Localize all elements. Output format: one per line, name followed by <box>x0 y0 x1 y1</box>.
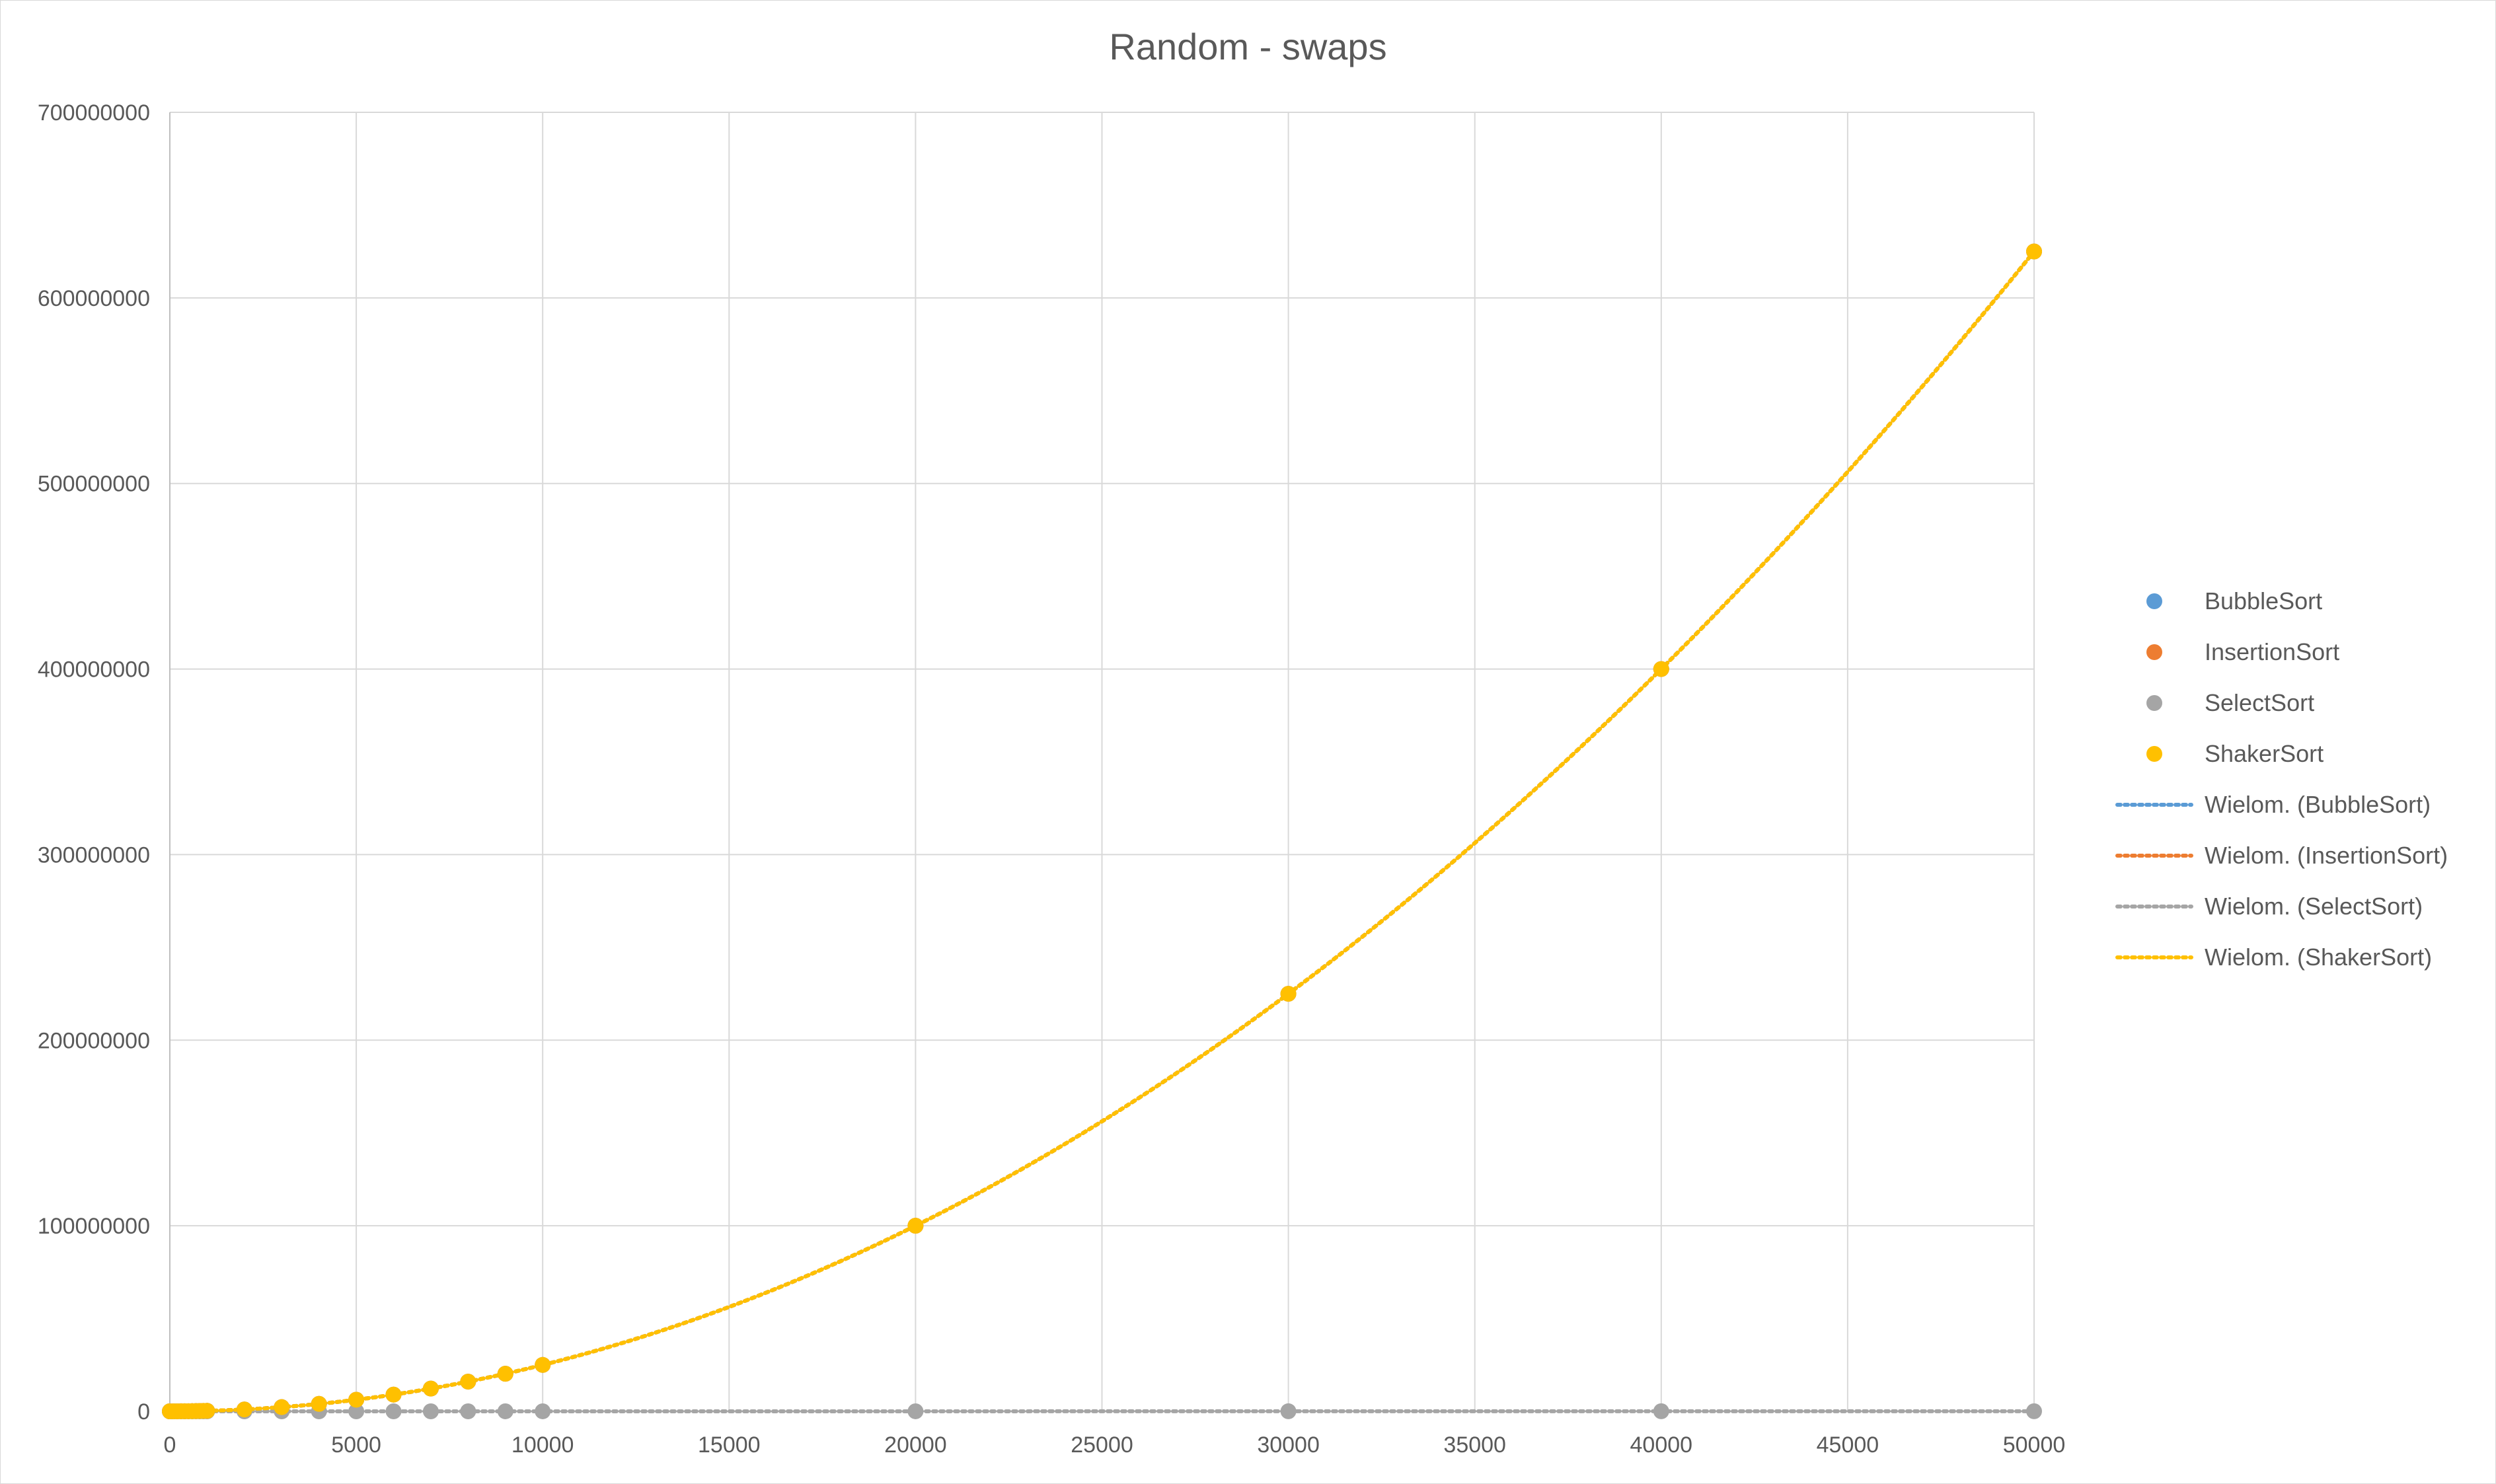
data-point <box>348 1391 365 1408</box>
y-tick-label: 300000000 <box>38 842 150 868</box>
data-point <box>311 1395 327 1412</box>
gridlines <box>169 112 2035 1412</box>
x-tick-label: 45000 <box>1817 1432 1879 1458</box>
y-tick-label: 0 <box>137 1399 150 1425</box>
data-point <box>460 1403 476 1419</box>
data-point <box>1653 661 1669 677</box>
data-point <box>2026 1403 2042 1419</box>
y-tick-label: 700000000 <box>38 100 150 126</box>
x-tick-label: 35000 <box>1443 1432 1506 1458</box>
trendlines <box>168 249 2036 1413</box>
x-tick-label: 10000 <box>511 1432 574 1458</box>
data-point <box>460 1374 476 1390</box>
legend-label: Wielom. (SelectSort) <box>2205 893 2423 920</box>
chart-title: Random - swaps <box>1109 26 1387 67</box>
data-point <box>907 1403 924 1419</box>
legend-label: SelectSort <box>2205 689 2315 716</box>
legend-marker <box>2146 644 2162 660</box>
y-tick-label: 100000000 <box>38 1214 150 1239</box>
x-tick-label: 40000 <box>1630 1432 1693 1458</box>
x-tick-label: 0 <box>164 1432 176 1458</box>
data-point <box>274 1399 290 1415</box>
data-point <box>2026 243 2042 260</box>
legend-marker <box>2146 746 2162 762</box>
data-point <box>1653 1403 1669 1419</box>
x-tick-label: 25000 <box>1071 1432 1133 1458</box>
legend-line <box>2115 854 2193 858</box>
data-point <box>422 1380 439 1397</box>
legend-line <box>2115 803 2193 807</box>
data-point <box>348 1403 365 1419</box>
y-tick-label: 200000000 <box>38 1028 150 1053</box>
data-points <box>162 243 2042 1419</box>
data-point <box>535 1403 551 1419</box>
tick-labels: 0 5000 10000 15000 20000 25000 30000 35000 40000… <box>38 100 2065 1458</box>
legend-line <box>2115 955 2193 959</box>
x-tick-label: 15000 <box>698 1432 761 1458</box>
data-point <box>422 1403 439 1419</box>
legend-label: InsertionSort <box>2205 638 2340 665</box>
data-point <box>497 1366 513 1382</box>
x-tick-label: 50000 <box>2003 1432 2066 1458</box>
legend-marker <box>2146 695 2162 711</box>
x-tick-label: 30000 <box>1257 1432 1320 1458</box>
trendline <box>168 249 2036 1413</box>
x-tick-label: 5000 <box>331 1432 381 1458</box>
data-point <box>385 1386 402 1403</box>
data-point <box>385 1403 402 1419</box>
data-point <box>236 1401 252 1418</box>
legend-marker <box>2146 593 2162 609</box>
legend-label: Wielom. (BubbleSort) <box>2205 791 2431 818</box>
legend-label: BubbleSort <box>2205 587 2323 614</box>
x-tick-label: 20000 <box>884 1432 947 1458</box>
legend-label: Wielom. (InsertionSort) <box>2205 842 2448 869</box>
legend-label: Wielom. (ShakerSort) <box>2205 944 2433 971</box>
y-tick-label: 600000000 <box>38 286 150 311</box>
data-point <box>907 1218 924 1234</box>
data-point <box>535 1356 551 1373</box>
legend-label: ShakerSort <box>2205 740 2324 767</box>
data-point <box>199 1403 215 1419</box>
y-tick-label: 400000000 <box>38 657 150 683</box>
data-point <box>1280 986 1297 1002</box>
y-tick-label: 500000000 <box>38 472 150 497</box>
data-point <box>1280 1403 1297 1419</box>
data-point <box>497 1403 513 1419</box>
legend-line <box>2115 905 2193 909</box>
